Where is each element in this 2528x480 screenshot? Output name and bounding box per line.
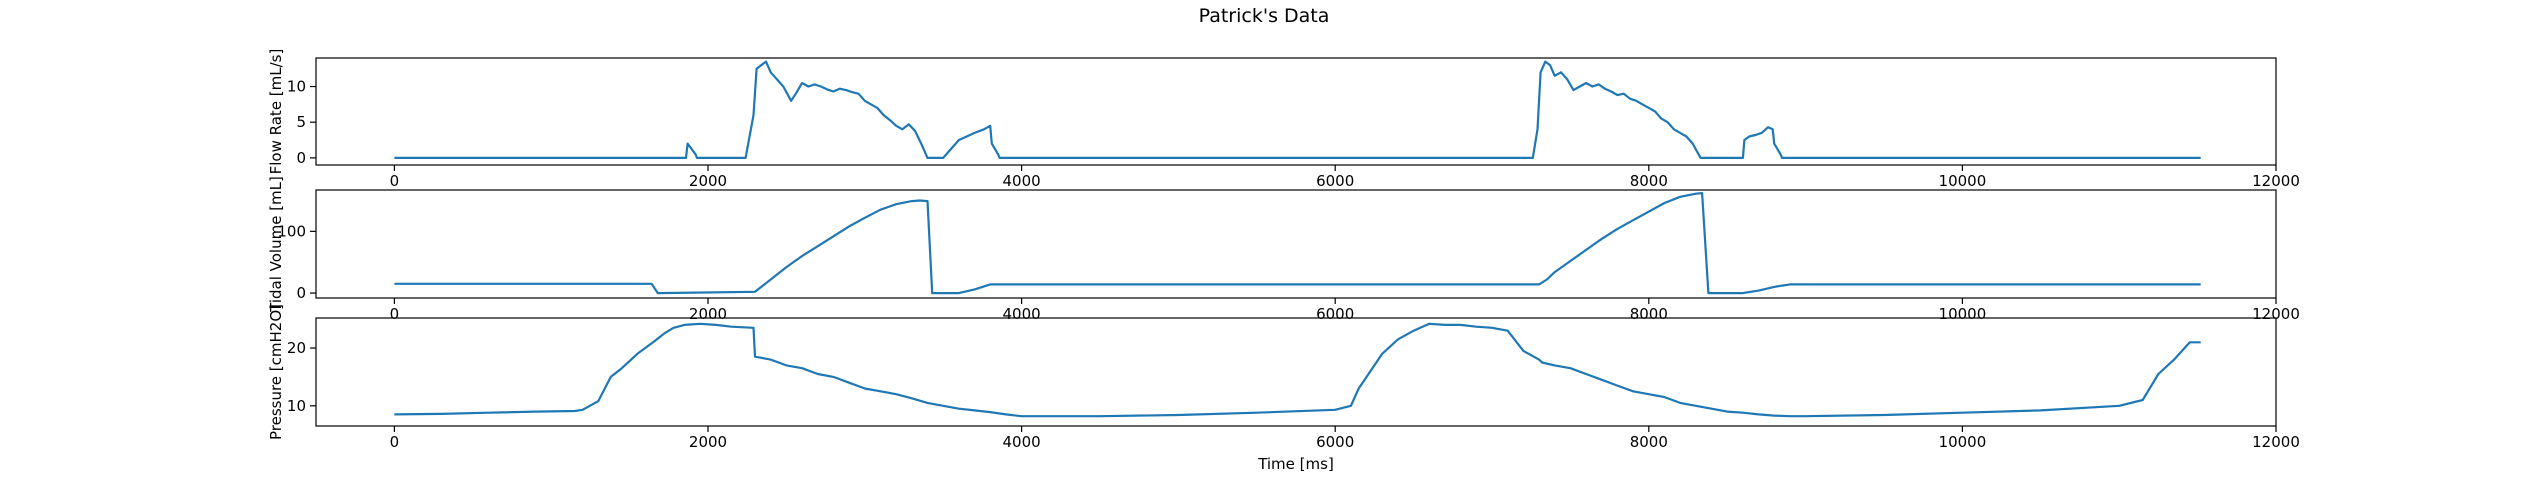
x-tick-label: 0 [390, 305, 400, 323]
x-tick-label: 6000 [1316, 172, 1354, 190]
x-tick-label: 4000 [1003, 172, 1041, 190]
series-line [394, 60, 2201, 159]
y-tick-label: 10 [287, 78, 306, 96]
x-tick-label: 2000 [689, 305, 727, 323]
x-tick-label: 10000 [1939, 433, 1987, 451]
x-tick-label: 6000 [1316, 433, 1354, 451]
x-tick-label: 6000 [1316, 305, 1354, 323]
axes-frame [315, 317, 2277, 427]
x-axis-label: Time [ms] [1257, 455, 1334, 473]
x-tick-label: 4000 [1003, 305, 1041, 323]
x-tick-label: 2000 [689, 172, 727, 190]
x-tick-label: 10000 [1939, 172, 1987, 190]
y-axis-label: Pressure [cmH2O] [267, 304, 285, 440]
y-axis-label: Tidal Volume [mL] [267, 176, 285, 313]
y-tick-label: 0 [296, 149, 306, 167]
x-tick-label: 8000 [1630, 433, 1668, 451]
x-tick-label: 2000 [689, 433, 727, 451]
y-tick-label: 10 [287, 397, 306, 415]
pressure-panel: 0 2000 4000 6000 8000 10000 12000 10 20Pressure … [267, 304, 2300, 473]
x-tick-label: 8000 [1630, 172, 1668, 190]
y-tick-label: 0 [296, 284, 306, 302]
x-tick-label: 12000 [2252, 433, 2300, 451]
y-axis-label: Flow Rate [mL/s] [267, 49, 285, 175]
y-tick-label: 100 [277, 222, 306, 240]
x-tick-label: 10000 [1939, 305, 1987, 323]
x-tick-label: 0 [390, 172, 400, 190]
series-line [394, 322, 2201, 418]
x-tick-label: 8000 [1630, 305, 1668, 323]
x-tick-label: 4000 [1003, 433, 1041, 451]
x-tick-label: 0 [390, 433, 400, 451]
axes-frame [315, 189, 2277, 299]
series-line [394, 192, 2201, 295]
figure-title: Patrick's Data [1199, 5, 1330, 27]
axes-frame [315, 57, 2277, 166]
x-tick-label: 12000 [2252, 172, 2300, 190]
y-tick-label: 20 [287, 339, 306, 357]
y-tick-label: 5 [296, 113, 306, 131]
